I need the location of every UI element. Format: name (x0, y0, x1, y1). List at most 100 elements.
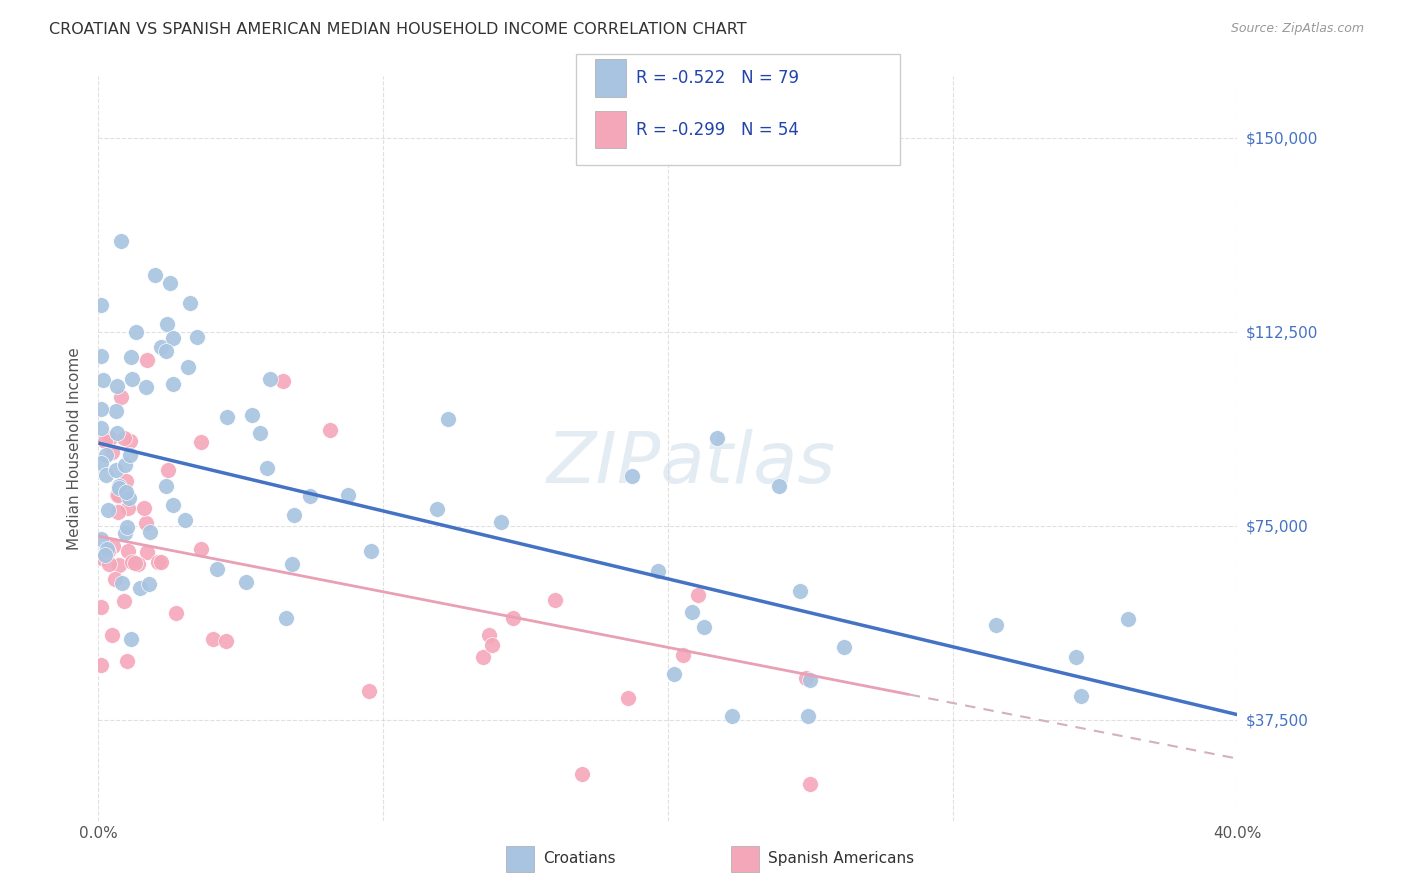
Point (135, 353, 157, 368)
Point (190, 434, 212, 449)
Point (799, 777, 821, 791)
Point (174, 512, 197, 526)
Point (249, 425, 271, 440)
Point (146, 555, 169, 569)
Point (90, 550, 112, 565)
Text: Source: ZipAtlas.com: Source: ZipAtlas.com (1230, 22, 1364, 36)
Point (114, 525, 136, 540)
Point (101, 539, 124, 553)
Point (478, 628, 501, 642)
Point (138, 576, 160, 591)
Point (681, 605, 703, 619)
Point (240, 409, 263, 423)
Point (107, 505, 129, 519)
Point (135, 380, 157, 394)
Point (112, 594, 135, 608)
Point (110, 390, 132, 404)
Point (117, 501, 139, 516)
Point (693, 620, 716, 634)
Point (235, 575, 257, 590)
Point (190, 541, 212, 556)
Point (105, 378, 128, 392)
Point (110, 235, 132, 249)
Point (155, 479, 177, 493)
Point (104, 463, 127, 477)
Point (647, 564, 669, 578)
Point (90, 657, 112, 672)
Point (832, 640, 855, 654)
Text: R = -0.299   N = 54: R = -0.299 N = 54 (636, 120, 799, 138)
Text: R = -0.522   N = 79: R = -0.522 N = 79 (636, 70, 799, 87)
Point (107, 426, 129, 441)
Point (162, 376, 184, 391)
Point (620, 468, 643, 483)
Point (149, 340, 172, 354)
Point (1070, 689, 1092, 703)
Text: CROATIAN VS SPANISH AMERICAN MEDIAN HOUSEHOLD INCOME CORRELATION CHART: CROATIAN VS SPANISH AMERICAN MEDIAN HOUS… (49, 22, 747, 37)
Point (298, 489, 321, 503)
Point (721, 709, 744, 723)
Point (120, 449, 142, 463)
Point (155, 344, 177, 359)
Point (90, 350, 112, 364)
Point (426, 501, 449, 516)
Point (107, 478, 129, 492)
Point (274, 611, 297, 625)
Point (115, 485, 138, 500)
Point (104, 404, 127, 418)
Point (93, 434, 115, 448)
Point (165, 607, 187, 621)
Point (127, 557, 149, 571)
Point (672, 648, 695, 663)
Point (91, 373, 114, 387)
Point (984, 618, 1007, 632)
Point (94, 448, 117, 462)
Point (502, 611, 524, 625)
Point (796, 709, 818, 723)
Point (319, 423, 342, 437)
Point (128, 581, 150, 595)
Point (115, 654, 138, 668)
Point (616, 690, 638, 705)
Point (107, 489, 129, 503)
Point (281, 558, 304, 572)
Point (1064, 650, 1087, 665)
Point (124, 557, 146, 571)
Point (125, 325, 148, 339)
Point (120, 434, 142, 449)
Point (156, 317, 179, 331)
Point (115, 519, 138, 533)
Point (686, 588, 709, 602)
Point (664, 667, 686, 681)
Text: Spanish Americans: Spanish Americans (768, 852, 914, 866)
Y-axis label: Median Household Income: Median Household Income (67, 347, 83, 549)
Point (115, 475, 138, 489)
Point (186, 330, 208, 344)
Point (90, 421, 112, 435)
Point (156, 462, 179, 476)
Point (97, 502, 120, 516)
Point (471, 649, 494, 664)
Point (768, 479, 790, 493)
Point (360, 544, 382, 558)
Point (177, 359, 200, 374)
Point (259, 372, 281, 386)
Point (107, 487, 129, 501)
Point (544, 593, 567, 607)
Point (111, 576, 134, 591)
Point (108, 481, 131, 495)
Point (97, 557, 120, 571)
Point (114, 485, 136, 500)
Point (205, 562, 228, 576)
Point (136, 545, 159, 559)
Point (799, 673, 821, 687)
Point (145, 268, 167, 282)
Point (114, 458, 136, 473)
Point (121, 372, 143, 386)
Point (105, 488, 128, 502)
Point (481, 638, 503, 652)
Point (1116, 612, 1139, 626)
Point (108, 558, 131, 572)
Point (794, 671, 817, 685)
Point (357, 684, 380, 698)
